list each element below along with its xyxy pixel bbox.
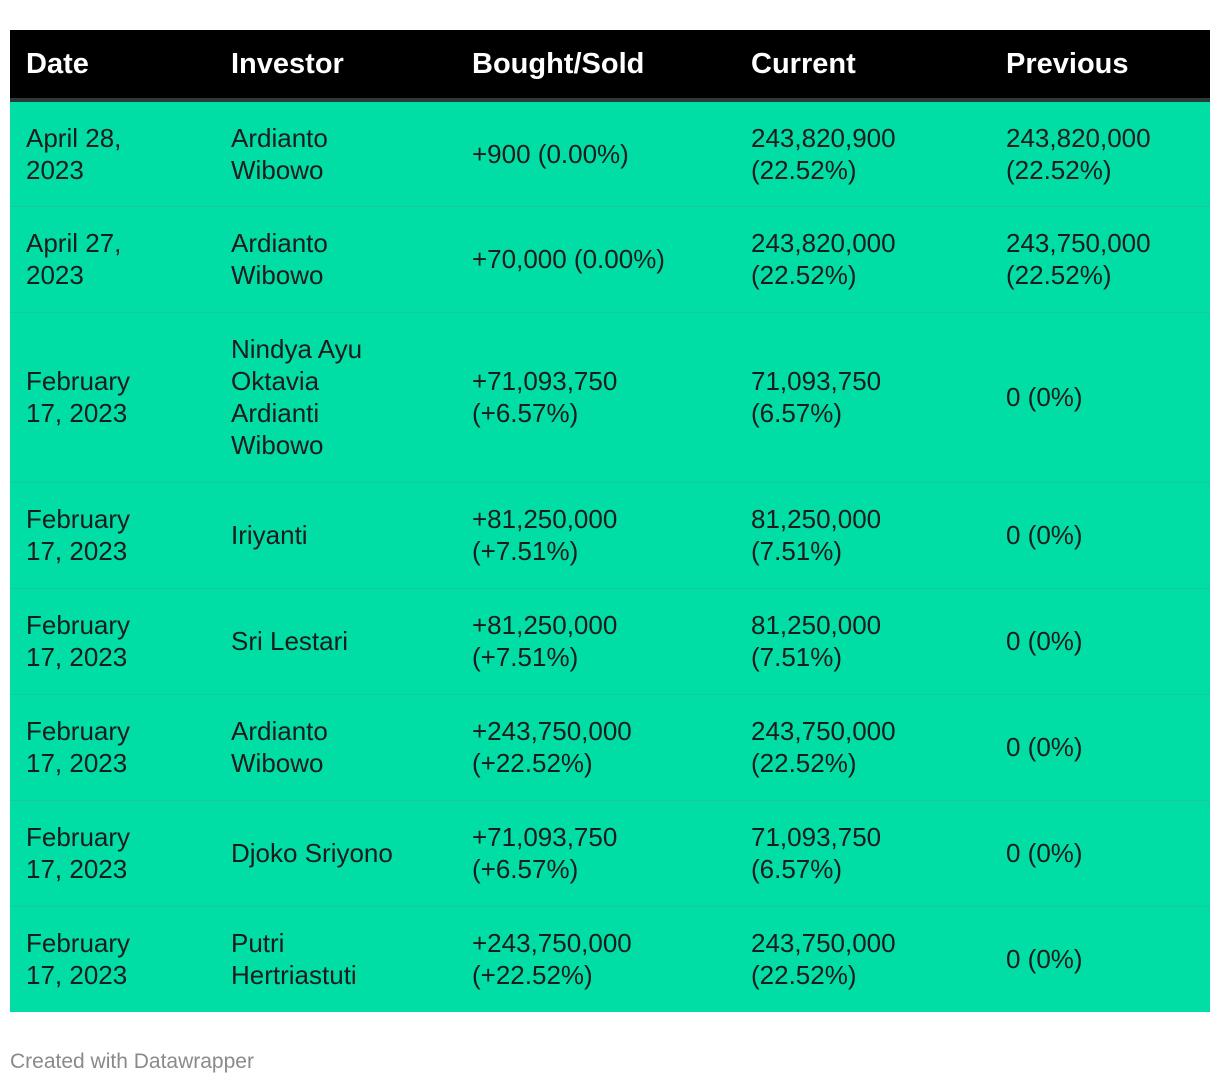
cell-investor: Iriyanti	[231, 520, 308, 550]
investor-table: Date Investor Bought/Sold Current Previo…	[10, 30, 1210, 1012]
cell-previous: 0 (0%)	[1006, 732, 1083, 762]
table-body: April 28, 2023 Ardianto Wibowo +900 (0.0…	[10, 100, 1210, 1012]
cell-previous: 0 (0%)	[1006, 382, 1083, 412]
cell-bought-sold: +71,093,750 (+6.57%)	[472, 822, 618, 884]
cell-bought-sold: +81,250,000 (+7.51%)	[472, 610, 618, 672]
cell-date: April 28, 2023	[26, 122, 122, 185]
cell-previous: 0 (0%)	[1006, 626, 1083, 656]
table-row: February 17, 2023 Iriyanti +81,250,000 (…	[10, 482, 1210, 588]
investor-table-container: Date Investor Bought/Sold Current Previo…	[10, 30, 1210, 1012]
table-row: February 17, 2023 Nindya Ayu Oktavia Ard…	[10, 312, 1210, 482]
cell-previous: 0 (0%)	[1006, 838, 1083, 868]
cell-current: 243,750,000 (22.52%)	[751, 928, 896, 991]
cell-current: 71,093,750 (6.57%)	[751, 822, 882, 884]
cell-current: 243,820,900 (22.52%)	[751, 122, 896, 185]
cell-bought-sold: +70,000 (0.00%)	[472, 244, 665, 274]
cell-investor: Ardianto Wibowo	[231, 716, 328, 778]
cell-current: 71,093,750 (6.57%)	[751, 366, 882, 428]
cell-date: February 17, 2023	[26, 504, 131, 566]
cell-previous: 0 (0%)	[1006, 944, 1083, 975]
table-row: February 17, 2023 Sri Lestari +81,250,00…	[10, 588, 1210, 694]
table-row: April 27, 2023 Ardianto Wibowo +70,000 (…	[10, 206, 1210, 312]
table-row: February 17, 2023 Ardianto Wibowo +243,7…	[10, 694, 1210, 800]
table-header: Date Investor Bought/Sold Current Previo…	[10, 30, 1210, 102]
cell-previous: 0 (0%)	[1006, 520, 1083, 550]
column-header-current: Current	[735, 30, 990, 102]
cell-current: 81,250,000 (7.51%)	[751, 504, 882, 566]
header-row: Date Investor Bought/Sold Current Previo…	[10, 30, 1210, 102]
column-header-previous: Previous	[990, 30, 1210, 102]
table-row: February 17, 2023 Djoko Sriyono +71,093,…	[10, 800, 1210, 906]
cell-date: February 17, 2023	[26, 610, 131, 672]
column-header-date: Date	[10, 30, 215, 102]
cell-investor: Putri Hertriastuti	[231, 928, 357, 991]
cell-bought-sold: +243,750,000 (+22.52%)	[472, 716, 632, 778]
cell-investor: Djoko Sriyono	[231, 838, 393, 868]
cell-investor: Sri Lestari	[231, 626, 349, 656]
cell-investor: Ardianto Wibowo	[231, 228, 328, 290]
cell-bought-sold: +81,250,000 (+7.51%)	[472, 504, 618, 566]
cell-previous: 243,820,000 (22.52%)	[1006, 122, 1151, 185]
column-header-bought-sold: Bought/Sold	[456, 30, 735, 102]
cell-previous: 243,750,000 (22.52%)	[1006, 228, 1151, 290]
cell-date: February 17, 2023	[26, 822, 131, 884]
cell-date: February 17, 2023	[26, 366, 131, 428]
cell-bought-sold: +900 (0.00%)	[472, 138, 629, 169]
cell-current: 81,250,000 (7.51%)	[751, 610, 882, 672]
cell-bought-sold: +243,750,000 (+22.52%)	[472, 928, 632, 991]
table-row: February 17, 2023 Putri Hertriastuti +24…	[10, 906, 1210, 1012]
cell-current: 243,750,000 (22.52%)	[751, 716, 896, 778]
cell-investor: Ardianto Wibowo	[231, 122, 328, 185]
cell-date: February 17, 2023	[26, 928, 131, 991]
cell-date: February 17, 2023	[26, 716, 131, 778]
cell-current: 243,820,000 (22.52%)	[751, 228, 896, 290]
cell-date: April 27, 2023	[26, 228, 122, 290]
cell-bought-sold: +71,093,750 (+6.57%)	[472, 366, 618, 428]
cell-investor: Nindya Ayu Oktavia Ardianti Wibowo	[231, 334, 363, 460]
column-header-investor: Investor	[215, 30, 456, 102]
datawrapper-credit: Created with Datawrapper	[10, 1050, 254, 1073]
table-row: April 28, 2023 Ardianto Wibowo +900 (0.0…	[10, 100, 1210, 206]
